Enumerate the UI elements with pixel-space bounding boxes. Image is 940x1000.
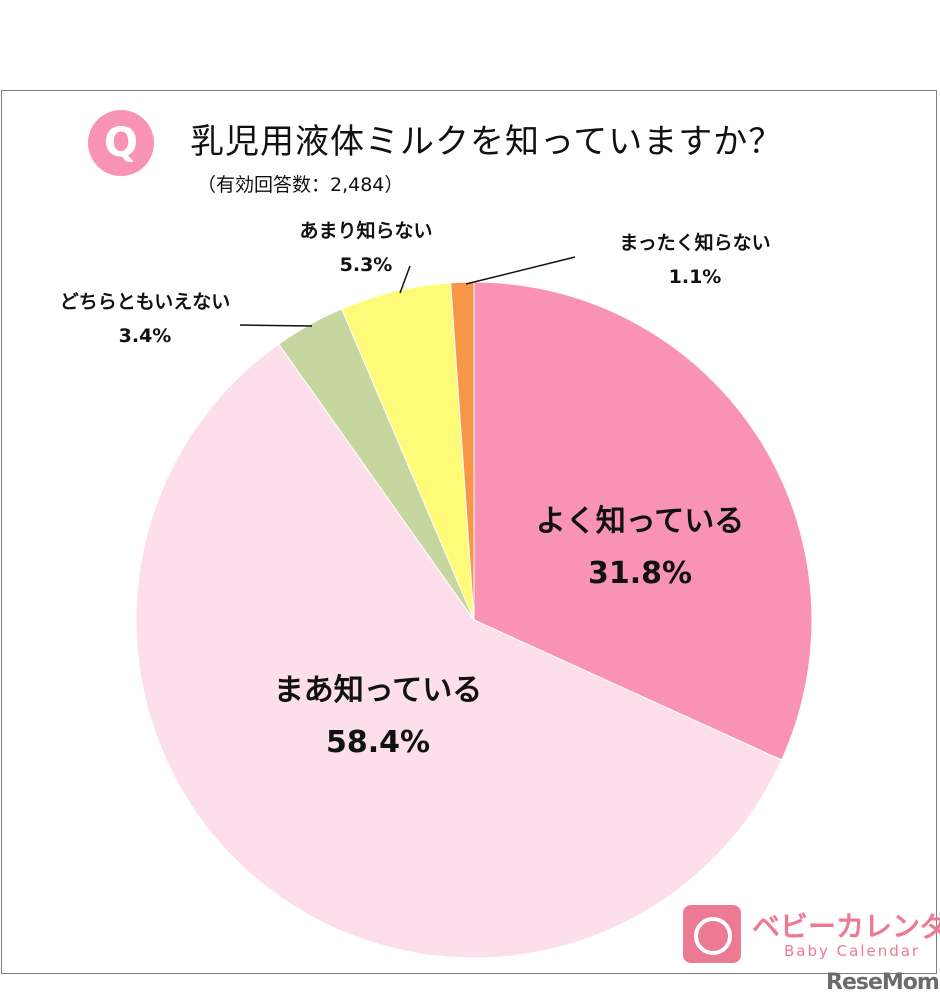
slice-value-text: 3.4% — [118, 325, 172, 347]
slice-label-text: まったく知らない — [619, 232, 771, 254]
leader-line-amari — [399, 265, 411, 294]
slice-value-text: 1.1% — [668, 266, 722, 288]
logo-jp-text: ベビーカレンダー — [752, 910, 940, 943]
pie-slice-1 — [135, 343, 783, 959]
slice-label-dochira: どちらともいえない 3.4% — [60, 285, 231, 353]
chart-title: 乳児用液体ミルクを知っていますか？ — [190, 122, 784, 162]
slice-label-text: あまり知らない — [299, 220, 433, 242]
baby-calendar-logo-icon — [683, 905, 741, 963]
slice-label-amari: あまり知らない 5.3% — [299, 214, 432, 282]
question-badge: Q — [88, 110, 154, 176]
slice-value-text: 5.3% — [339, 254, 393, 276]
logo-en-text: Baby Calendar — [784, 942, 921, 960]
leader-line-dochira — [239, 324, 313, 327]
leader-line-mattaku — [465, 256, 576, 285]
resemom-watermark: ReseMom — [826, 970, 940, 995]
slice-label-mattaku: まったく知らない 1.1% — [619, 226, 770, 294]
slice-label-text: よく知っている — [535, 504, 745, 539]
chart-frame — [1, 90, 937, 974]
slice-value-text: 58.4% — [325, 725, 431, 760]
slice-label-text: まあ知っている — [273, 673, 483, 708]
chart-subtitle: （有効回答数：2,484） — [197, 174, 404, 196]
slice-label-text: どちらともいえない — [59, 291, 231, 313]
slice-label-maa: まあ知っている 58.4% — [274, 665, 483, 769]
pie-slice-0 — [473, 281, 813, 761]
slice-value-text: 31.8% — [587, 556, 693, 591]
slice-label-yoku: よく知っている 31.8% — [536, 496, 745, 600]
